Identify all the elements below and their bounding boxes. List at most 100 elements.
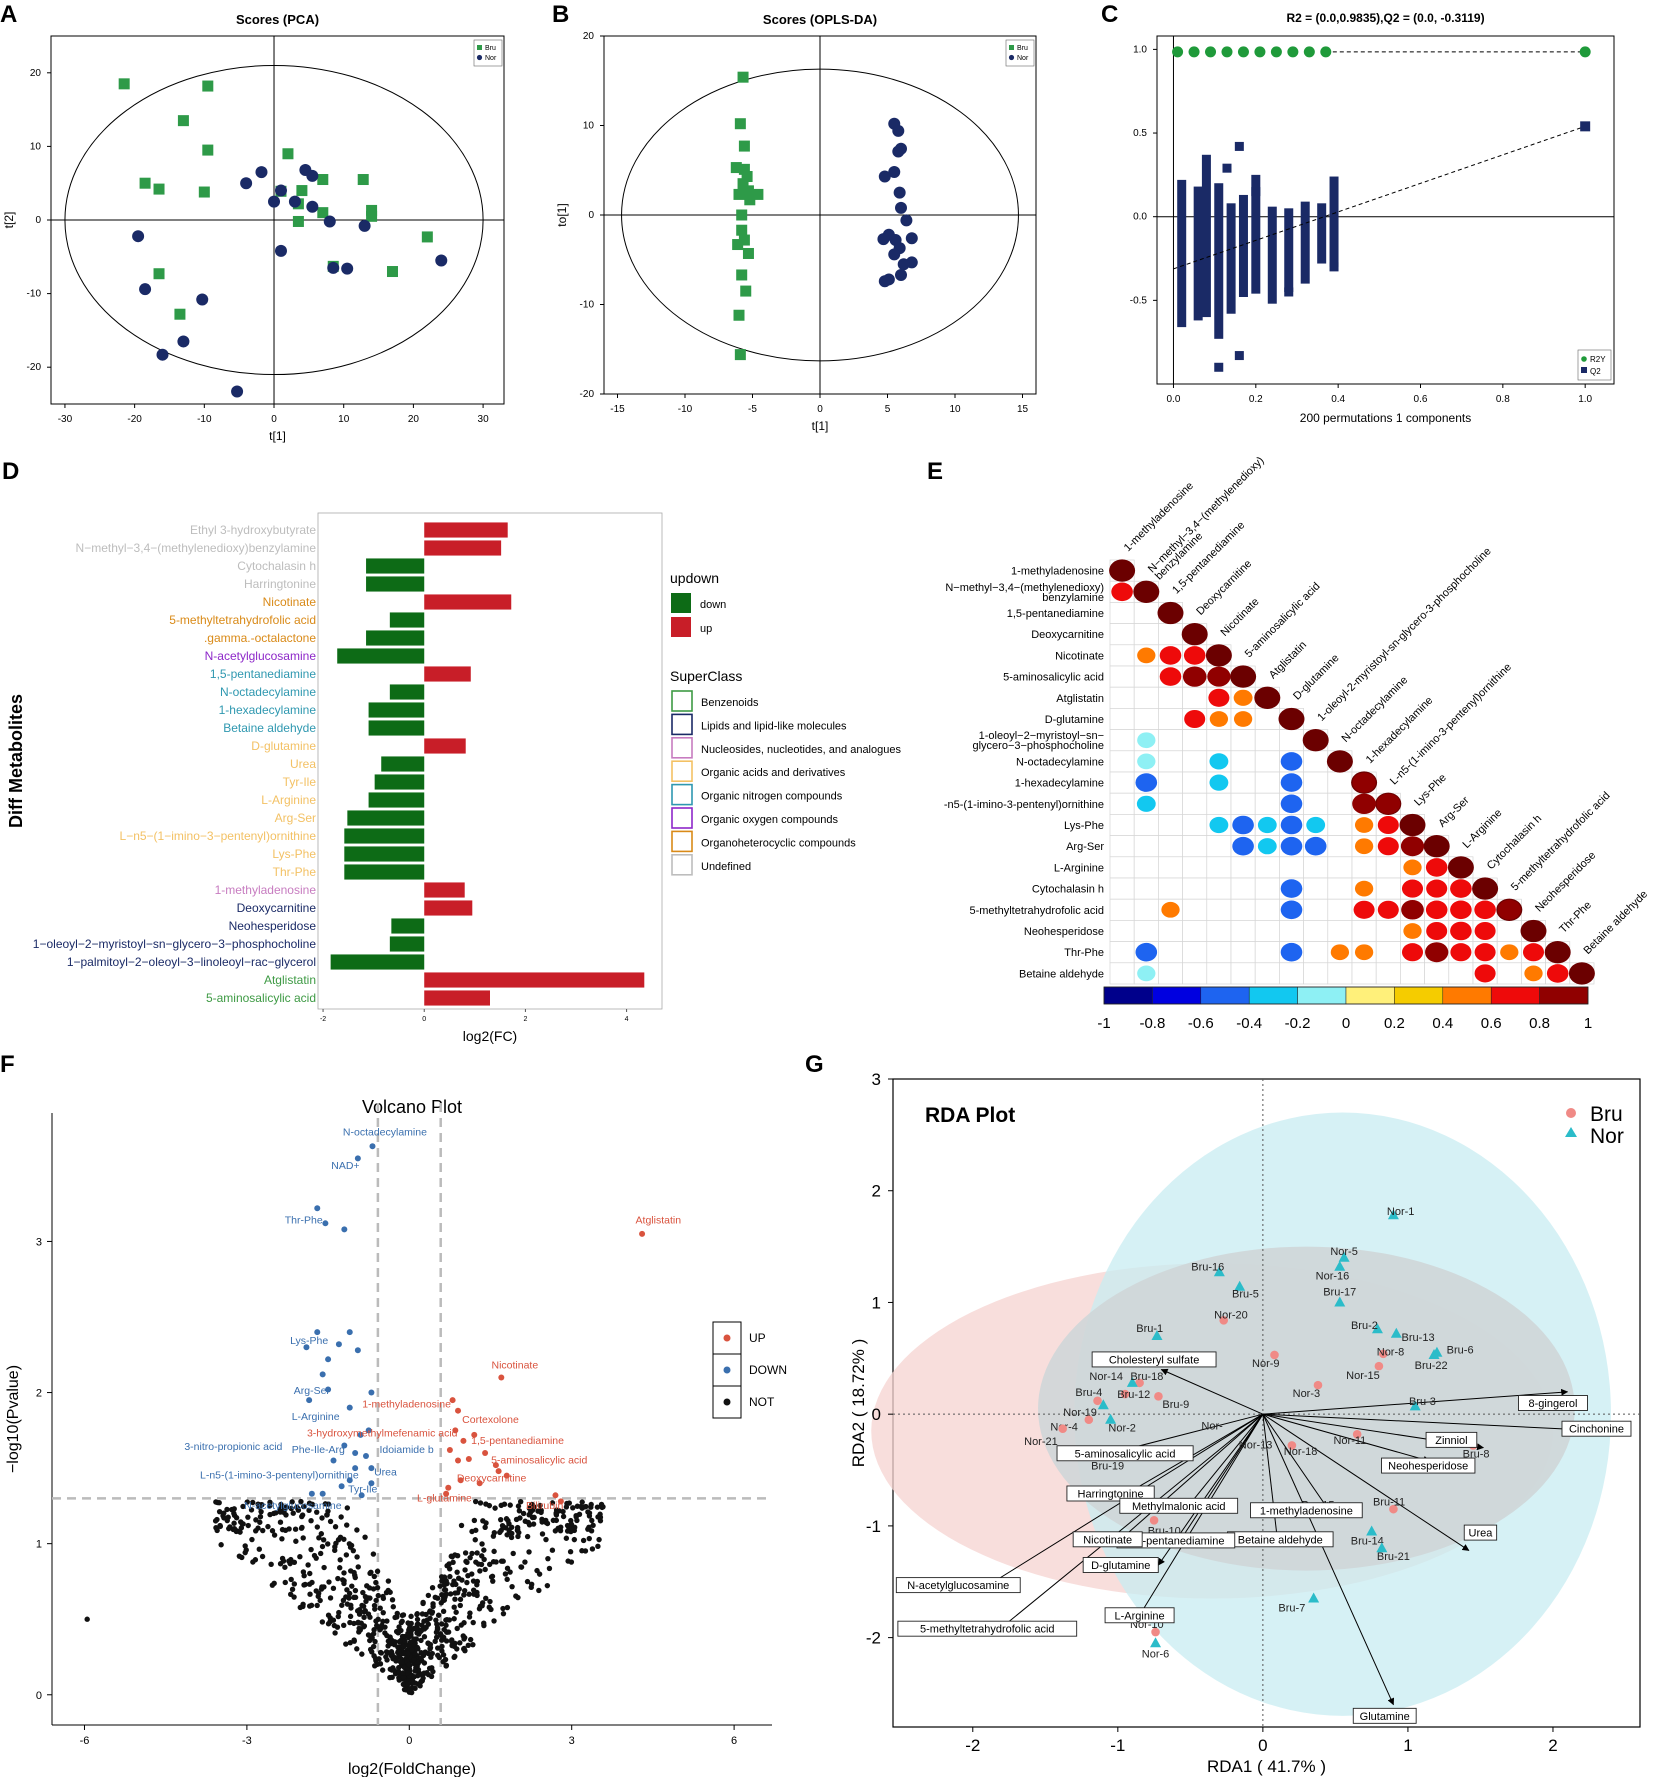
sample-point-nor: [1105, 1413, 1117, 1424]
volcano-point-not: [472, 1537, 478, 1543]
variable-label-box-zinniol: [1425, 1431, 1478, 1448]
score-point-nor: [139, 283, 152, 296]
bar-cytochalasin-h: [366, 558, 425, 574]
correlation-circle: [1353, 900, 1375, 919]
heatmap-cell: [1206, 962, 1232, 985]
heatmap-cell: [1303, 898, 1329, 921]
y-tick-label: 10: [30, 141, 42, 152]
r2y-point: [1172, 46, 1184, 58]
correlation-circle: [1232, 836, 1254, 856]
column-label-atglistatin: Atglistatin: [1267, 639, 1309, 681]
volcano-point-not: [418, 1637, 424, 1644]
score-point-bru: [738, 140, 750, 152]
x-tick-label: 15: [1017, 404, 1029, 415]
heatmap-cell: [1327, 877, 1353, 900]
x-tick-label: -10: [678, 404, 693, 415]
volcano-point-not: [334, 1624, 341, 1630]
volcano-point-not: [447, 1573, 453, 1580]
volcano-point-not: [406, 1661, 412, 1668]
correlation-circle: [1230, 665, 1257, 688]
heatmap-cell: [1424, 962, 1450, 985]
sample-label-bru-4: Bru-4: [1075, 1387, 1102, 1399]
volcano-point-not: [500, 1558, 506, 1564]
heatmap-cell: [1230, 962, 1256, 985]
sample-point-nor: [1390, 1327, 1402, 1338]
volcano-label-5-aminosalicylic-acid: 5-aminosalicylic acid: [491, 1455, 587, 1467]
volcano-point-not: [573, 1514, 579, 1520]
correlation-circle: [1500, 944, 1519, 961]
bar-betaine-aldehyde: [368, 720, 425, 736]
sample-label-bru-11: Bru-11: [1373, 1496, 1405, 1508]
correlation-circle: [1354, 838, 1374, 855]
volcano-point-not: [265, 1523, 271, 1530]
volcano-point-not: [433, 1617, 439, 1623]
volcano-point-not: [298, 1498, 304, 1505]
volcano-point-not: [597, 1511, 603, 1517]
correlation-circle: [1280, 815, 1303, 835]
volcano-point-not: [528, 1581, 535, 1587]
volcano-point-not: [501, 1501, 508, 1507]
y-axis-label: Diff Metabolites: [6, 694, 26, 828]
x-axis-label: t[1]: [812, 419, 829, 433]
volcano-point-not: [466, 1614, 473, 1620]
heatmap-cell: [1230, 877, 1256, 900]
volcano-point-not: [471, 1517, 478, 1524]
score-point-bru: [736, 269, 748, 281]
score-point-bru: [736, 209, 748, 221]
heatmap-cell: [1158, 623, 1183, 646]
heatmap-cell: [1109, 962, 1135, 985]
volcano-point-not: [421, 1660, 428, 1666]
volcano-point-not: [527, 1509, 534, 1516]
volcano-point-not: [570, 1505, 576, 1511]
volcano-point-up: [557, 1498, 564, 1505]
volcano-point-not: [420, 1600, 426, 1607]
legend-marker-nor: [1008, 54, 1015, 61]
volcano-point-not: [356, 1606, 363, 1613]
volcano-label-nad: NAD+: [331, 1160, 359, 1172]
correlation-circle: [1400, 836, 1425, 857]
x-tick-label: 2: [523, 1016, 527, 1023]
volcano-point-not: [463, 1558, 469, 1565]
volcano-point-down: [346, 1477, 353, 1484]
q2-permutation-column: [1193, 186, 1203, 321]
heatmap-cell: [1182, 898, 1208, 921]
correlation-circle: [1425, 942, 1449, 963]
volcano-point-not: [355, 1619, 361, 1625]
volcano-point-not: [514, 1526, 521, 1533]
correlation-circle: [1401, 879, 1424, 898]
q2-permutation-column: [1300, 201, 1310, 284]
score-point-bru: [118, 78, 130, 90]
volcano-point-not: [549, 1500, 556, 1506]
volcano-point-not: [444, 1629, 450, 1635]
volcano-point-not: [308, 1518, 314, 1524]
y-tick-label: 0: [36, 1690, 42, 1702]
bar-label-1-oleoyl-2-myristoyl-sn-glycero-3-phosphocholine: 1−oleoyl−2−myristoyl−sn−glycero−3−phosph…: [33, 937, 317, 951]
variable-label-zinniol: Zinniol: [1435, 1435, 1467, 1447]
legend-label-bru: Bru: [1590, 1103, 1623, 1126]
bar-l-arginine: [368, 792, 425, 808]
legend-swatch-up: [671, 617, 691, 637]
volcano-point-not: [442, 1594, 448, 1600]
heatmap-cell: [1158, 814, 1183, 836]
y-tick-label: 10: [583, 121, 595, 132]
volcano-point-not: [347, 1639, 353, 1646]
volcano-point-not: [459, 1577, 465, 1583]
legend-label-organoheterocyclic-compounds: Organoheterocyclic compounds: [701, 837, 856, 849]
bar-l-n5-1-imino-3-pentenyl-ornithine: [344, 828, 425, 844]
correlation-circle: [1423, 835, 1450, 858]
correlation-circle: [1232, 815, 1254, 835]
score-point-bru: [198, 186, 210, 198]
volcano-point-up: [445, 1484, 452, 1491]
volcano-point-not: [425, 1650, 431, 1657]
bar-gamma-octalactone: [366, 630, 425, 646]
sample-point-bru: [1093, 1396, 1102, 1406]
volcano-point-not: [474, 1550, 480, 1556]
volcano-point-not: [224, 1506, 230, 1513]
heatmap-cell: [1206, 856, 1232, 879]
volcano-point-not: [308, 1602, 315, 1609]
volcano-point-not: [389, 1597, 396, 1603]
colorbar-tick-label: 0: [1342, 1015, 1350, 1032]
x-tick-label: -6: [80, 1735, 90, 1747]
volcano-point-not: [380, 1595, 387, 1602]
sample-label-nor-3: Nor-3: [1293, 1388, 1321, 1400]
